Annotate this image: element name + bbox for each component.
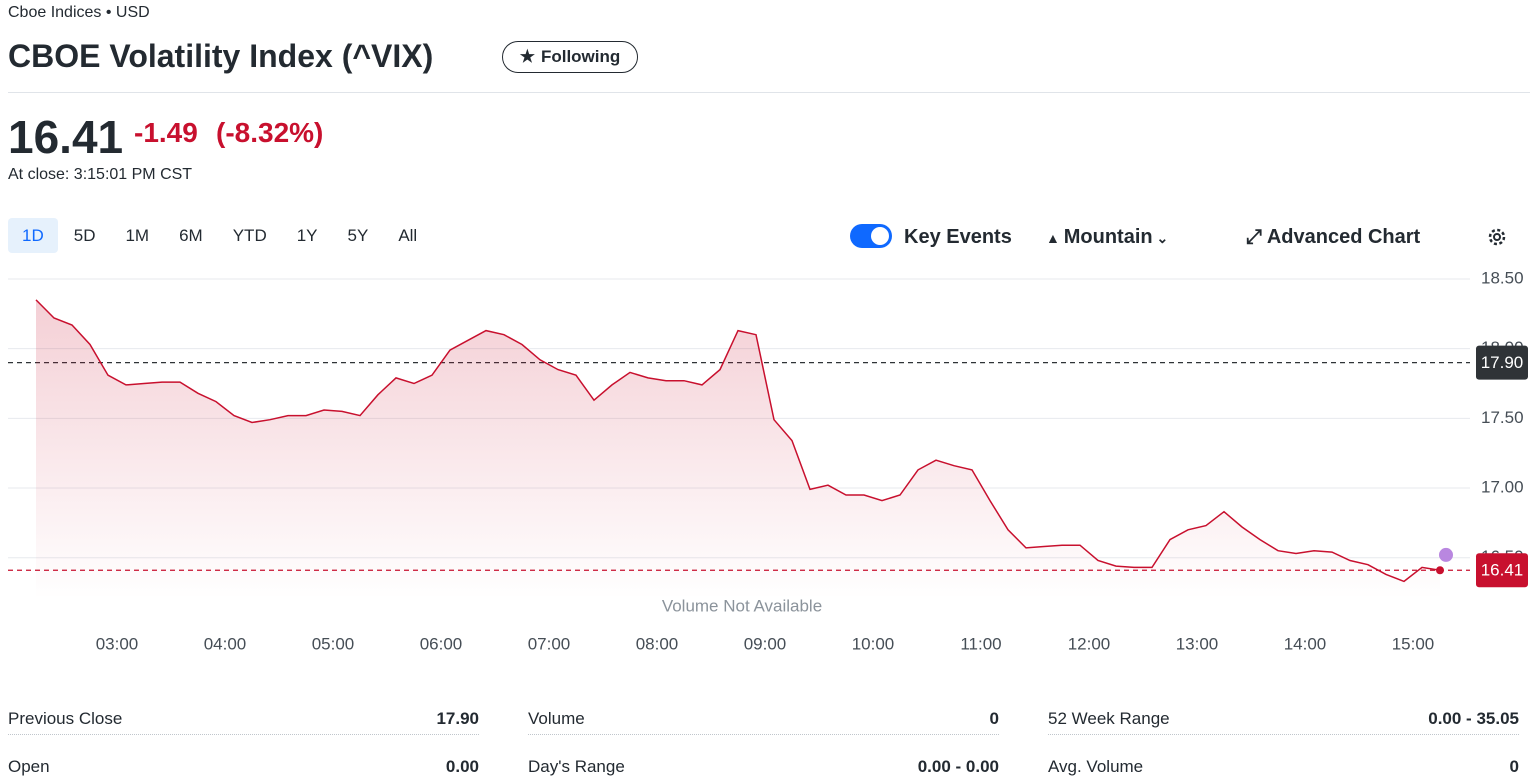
x-tick-label: 08:00 [636, 634, 679, 653]
y-tick-label: 17.00 [1481, 478, 1524, 497]
x-tick-label: 07:00 [528, 634, 571, 653]
x-tick-label: 06:00 [420, 634, 463, 653]
x-tick-label: 14:00 [1284, 634, 1327, 653]
stat-label: Day's Range [528, 757, 625, 776]
stat-value: 0.00 - 0.00 [917, 757, 999, 776]
reference-label: 16.41 [1481, 561, 1524, 580]
gear-hub [1493, 233, 1501, 241]
reference-tag [1476, 345, 1528, 380]
stat-value: 17.90 [436, 709, 479, 728]
stat-label: Open [8, 757, 50, 776]
range-tab[interactable]: All [398, 226, 418, 245]
x-tick-label: 12:00 [1068, 634, 1111, 653]
stat-row: Open 0.00 [8, 752, 479, 782]
key-events-toggle[interactable] [850, 224, 892, 248]
advanced-label: Advanced Chart [1266, 226, 1421, 248]
stat-row: 52 Week Range 0.00 - 35.05 [1048, 704, 1519, 735]
range-tab[interactable]: 1M [125, 226, 150, 245]
stat-label: Volume [528, 709, 585, 728]
range-tab[interactable]: 1Y [296, 226, 318, 245]
y-tick-label: 18.50 [1481, 268, 1524, 287]
range-tab[interactable]: YTD [232, 226, 267, 245]
stat-label: Previous Close [8, 709, 123, 728]
stat-value: 0.00 [445, 757, 479, 776]
x-tick-label: 03:00 [96, 634, 139, 653]
advanced-chart-button[interactable]: ⤢ Advanced Chart [1246, 226, 1420, 249]
follow-label: Following [540, 47, 621, 66]
stat-label: Avg. Volume [1048, 757, 1144, 776]
close-time: At close: 3:15:01 PM CST [8, 166, 193, 183]
x-tick-label: 04:00 [204, 634, 247, 653]
star-icon: ★ [519, 47, 535, 66]
x-tick-label: 11:00 [960, 634, 1001, 653]
title: CBOE Volatility Index (^VIX) [8, 38, 434, 74]
range-tabs: 1D 5D 1M 6M YTD 1Y 5Y All [8, 218, 433, 253]
range-tab[interactable]: 5Y [347, 226, 369, 245]
key-event [1439, 547, 1453, 562]
price: 16.41 [8, 111, 124, 163]
x-tick-label: 09:00 [744, 634, 787, 653]
stat-value: 0 [989, 709, 999, 728]
chart: Volume Not Available 16.5017.0017.5018.0… [8, 268, 1528, 653]
x-tick-label: 13:00 [1176, 634, 1219, 653]
range-tab[interactable]: 5D [73, 226, 96, 245]
range-tab[interactable]: 6M [179, 226, 203, 245]
reference-label: 17.90 [1481, 353, 1524, 372]
stat-label: 52 Week Range [1048, 709, 1170, 728]
area-fill [36, 299, 1440, 600]
exchange: Cboe Indices • USD [8, 4, 150, 21]
settings-icon[interactable] [1486, 226, 1508, 248]
stat-value: 0.00 - 35.05 [1428, 709, 1519, 728]
annotation: Volume Not Available [662, 596, 822, 615]
chart-type-label: Mountain [1063, 226, 1153, 248]
x-tick-label: 05:00 [312, 634, 355, 653]
change: -1.49 [134, 117, 198, 148]
follow-button[interactable]: ★ Following [502, 41, 638, 73]
y-tick-label: 17.50 [1481, 408, 1524, 427]
stat-row: Day's Range 0.00 - 0.00 [528, 752, 999, 782]
price-line [35, 299, 1441, 583]
expand-icon: ⤢ [1246, 226, 1267, 248]
stat-row: Previous Close 17.90 [8, 704, 479, 735]
reference-tag [1476, 553, 1528, 588]
change-percent: (-8.32%) [216, 117, 324, 148]
stat-row: Volume 0 [528, 704, 999, 735]
divider [8, 92, 1530, 93]
toggle-knob [871, 227, 889, 245]
stat-row: Avg. Volume 0 [1048, 752, 1519, 782]
mountain-icon: ▲ [1046, 230, 1064, 246]
x-tick-label: 15:00 [1392, 634, 1435, 653]
chart-type-menu[interactable]: ▲ Mountain ⌄ [1046, 226, 1168, 249]
last-point [1436, 566, 1444, 575]
chevron: ⌄ [1152, 230, 1169, 246]
stat-value: 0 [1509, 757, 1519, 776]
range-tab[interactable]: 1D [8, 218, 58, 253]
x-tick-label: 10:00 [852, 634, 895, 653]
key-events-label: Key Events [904, 226, 1012, 248]
gear [1488, 228, 1506, 246]
